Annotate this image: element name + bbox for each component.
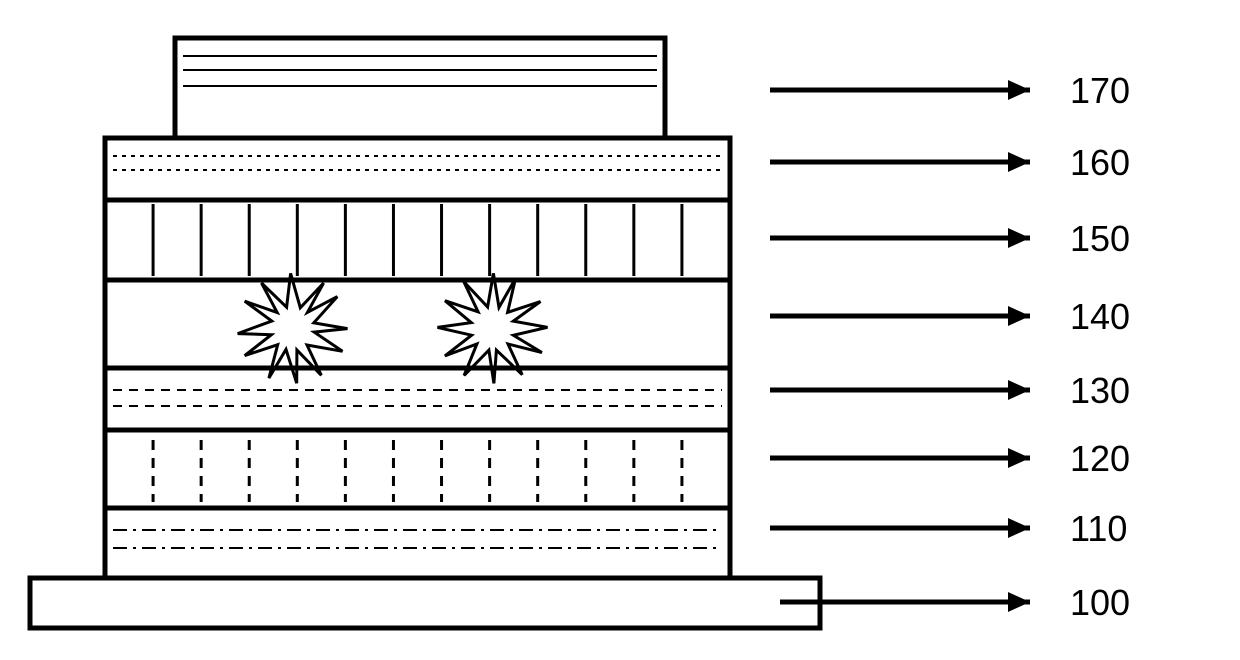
- layer-label-layer170: 170: [1070, 70, 1130, 112]
- layer-label-layer160: 160: [1070, 142, 1130, 184]
- layer-label-layer120: 120: [1070, 438, 1130, 480]
- label-arrow: [770, 380, 1030, 400]
- label-arrow: [770, 518, 1030, 538]
- layer-layer140: [105, 273, 730, 383]
- layer-label-layer150: 150: [1070, 218, 1130, 260]
- layer-layer170: [175, 38, 665, 138]
- label-arrow: [770, 80, 1030, 100]
- layered-stack-diagram: [20, 20, 1220, 640]
- diagram-container: 100 110 120 130 140 150 160 170: [20, 20, 1220, 640]
- layer-substrate: [30, 578, 820, 628]
- label-arrow: [770, 228, 1030, 248]
- layer-label-layer130: 130: [1070, 370, 1130, 412]
- layer-layer130: [105, 368, 730, 430]
- label-arrow: [770, 448, 1030, 468]
- layer-layer160: [105, 138, 730, 200]
- label-arrow: [770, 152, 1030, 172]
- layer-label-layer140: 140: [1070, 296, 1130, 338]
- label-arrow: [770, 306, 1030, 326]
- layer-layer120: [105, 430, 730, 508]
- layer-label-layer110: 110: [1070, 508, 1127, 550]
- layer-layer150: [105, 200, 730, 280]
- layer-layer110: [105, 508, 730, 578]
- layer-label-substrate: 100: [1070, 582, 1130, 624]
